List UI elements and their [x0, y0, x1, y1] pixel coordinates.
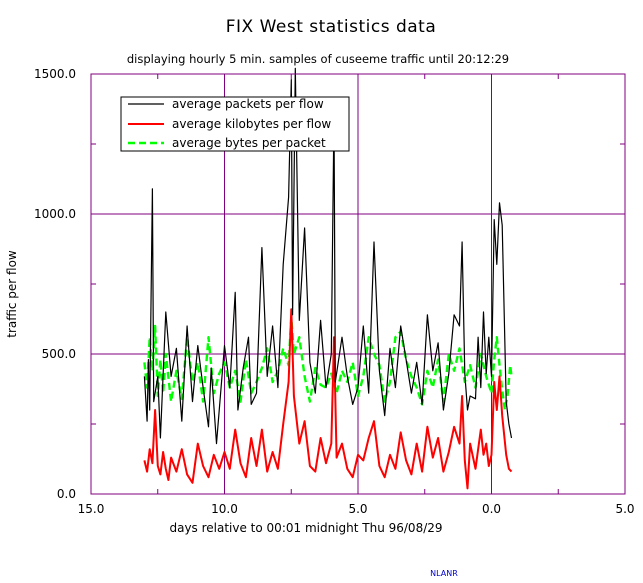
chart-title: FIX West statistics data	[226, 17, 437, 37]
legend-label-kilobytes: average kilobytes per flow	[172, 117, 331, 131]
y-tick-label: 1000.0	[34, 207, 76, 221]
series-line-0	[143, 67, 513, 445]
y-tick-label: 0.0	[57, 487, 76, 501]
grid-lines	[90, 73, 626, 495]
credit-label: NLANR	[430, 569, 458, 578]
y-axis-label: traffic per flow	[5, 250, 19, 338]
x-axis-label: days relative to 00:01 midnight Thu 96/0…	[169, 521, 442, 535]
legend-label-packets: average packets per flow	[172, 97, 324, 111]
x-tick-label: 15.0	[78, 502, 105, 516]
chart-subtitle: displaying hourly 5 min. samples of cuse…	[127, 52, 509, 66]
series-line-2	[143, 316, 513, 412]
y-tick-label: 1500.0	[34, 67, 76, 81]
y-tick-label: 500.0	[42, 347, 76, 361]
y-axis-ticks: 0.0 500.0 1000.0 1500.0	[34, 67, 76, 501]
legend: average packets per flow average kilobyt…	[120, 96, 350, 152]
x-tick-label: 5.0	[615, 502, 634, 516]
x-axis-ticks: 15.0 10.0 5.0 0.0 5.0	[78, 502, 635, 516]
x-tick-label: 5.0	[348, 502, 367, 516]
series-line-1	[143, 308, 513, 490]
plot-series	[143, 67, 513, 490]
legend-label-bytes-per-packet: average bytes per packet	[172, 136, 326, 150]
plot-frame	[90, 73, 626, 495]
x-tick-label: 0.0	[482, 502, 501, 516]
x-tick-label: 10.0	[211, 502, 238, 516]
